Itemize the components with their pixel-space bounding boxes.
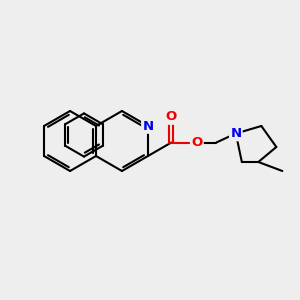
Text: O: O <box>191 136 202 149</box>
Text: N: N <box>142 119 154 133</box>
Text: N: N <box>230 127 242 140</box>
Text: O: O <box>166 110 177 124</box>
